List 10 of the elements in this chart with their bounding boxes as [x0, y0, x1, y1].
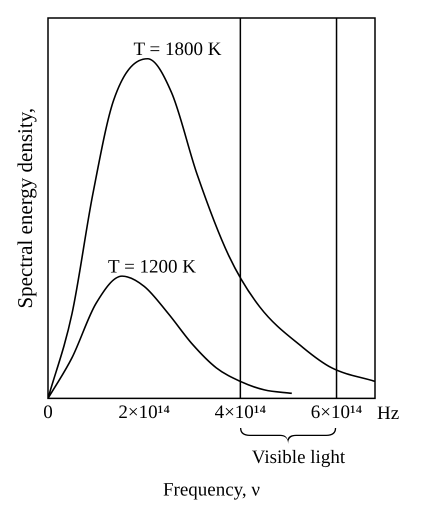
- x-axis-title: Frequency, ν: [162, 480, 260, 501]
- x-tick-label: 0: [43, 402, 53, 423]
- x-tick-label: 4×10¹⁴: [214, 402, 266, 423]
- series-label: T = 1800 K: [134, 39, 222, 60]
- x-tick-label: 6×10¹⁴: [310, 402, 363, 423]
- y-axis-title: Spectral energy density,: [13, 108, 38, 309]
- text: Visible light: [252, 446, 346, 468]
- series-label: T = 1200 K: [108, 256, 196, 278]
- x-tick-label: 2×10¹⁴: [118, 402, 170, 423]
- text: Hz: [377, 402, 400, 424]
